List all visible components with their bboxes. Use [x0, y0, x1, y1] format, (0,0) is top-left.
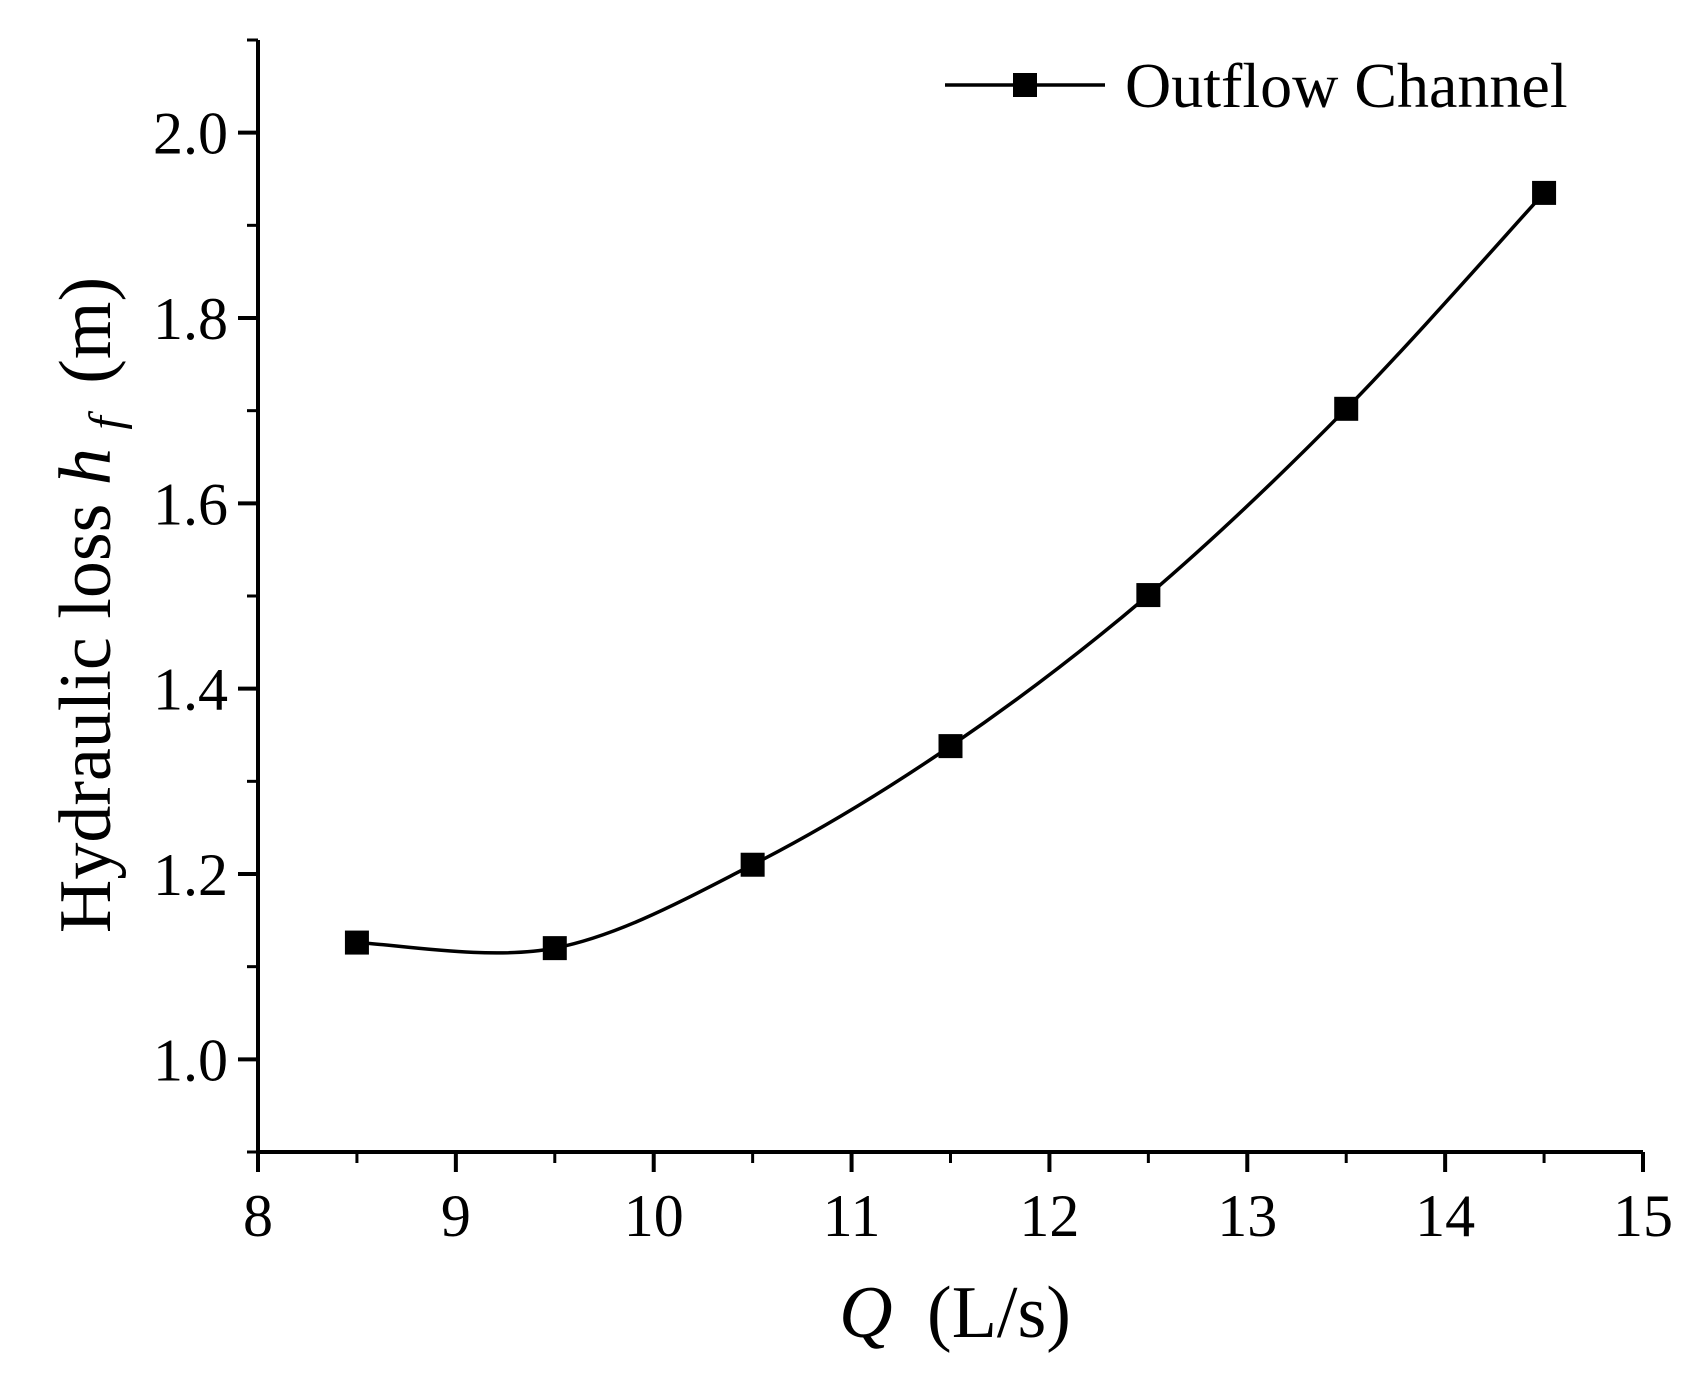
- x-tick-label: 14: [1415, 1183, 1475, 1249]
- x-tick-label: 13: [1217, 1183, 1277, 1249]
- data-point-marker: [1334, 396, 1359, 421]
- y-tick-label: 1.2: [153, 842, 228, 908]
- data-point-marker: [938, 734, 963, 759]
- axes-layer: [256, 40, 1643, 1154]
- y-tick-label: 2.0: [153, 101, 228, 167]
- legend-marker: [1013, 73, 1037, 97]
- ticks-layer: 8 9 10 11 12 13 14 15 1.0 1.2 1.4 1.6 1.8 2.0: [153, 38, 1673, 1249]
- y-axis-variable: h: [45, 448, 127, 485]
- x-tick-label: 12: [1019, 1183, 1079, 1249]
- y-tick-label: 1.4: [153, 657, 228, 723]
- y-axis-unit: (m): [45, 277, 127, 384]
- y-axis-subscript: f: [80, 411, 133, 430]
- legend-label: Outflow Channel: [1125, 50, 1568, 121]
- data-point-marker: [1532, 180, 1557, 205]
- series-layer: [344, 180, 1557, 961]
- x-tick-label: 8: [243, 1183, 273, 1249]
- legend-layer: Outflow Channel: [945, 50, 1568, 121]
- x-tick-label: 11: [823, 1183, 881, 1249]
- x-tick-label: 9: [441, 1183, 471, 1249]
- x-axis-unit: (L/s): [927, 1272, 1071, 1354]
- x-tick-label: 15: [1613, 1183, 1673, 1249]
- data-point-marker: [542, 936, 567, 961]
- x-axis-title: Q (L/s): [839, 1272, 1071, 1354]
- y-tick-label: 1.0: [153, 1027, 228, 1093]
- y-tick-label: 1.8: [153, 286, 228, 352]
- y-axis-title: Hydraulic loss h f (m): [45, 277, 133, 933]
- data-point-marker: [740, 852, 765, 877]
- data-point-marker: [344, 930, 369, 955]
- x-axis-variable: Q: [839, 1272, 892, 1354]
- y-tick-label: 1.6: [153, 471, 228, 537]
- y-axis-prefix: Hydraulic loss: [45, 485, 127, 933]
- series-line: [356, 191, 1546, 955]
- x-tick-label: 10: [624, 1183, 684, 1249]
- data-point-marker: [1136, 583, 1161, 608]
